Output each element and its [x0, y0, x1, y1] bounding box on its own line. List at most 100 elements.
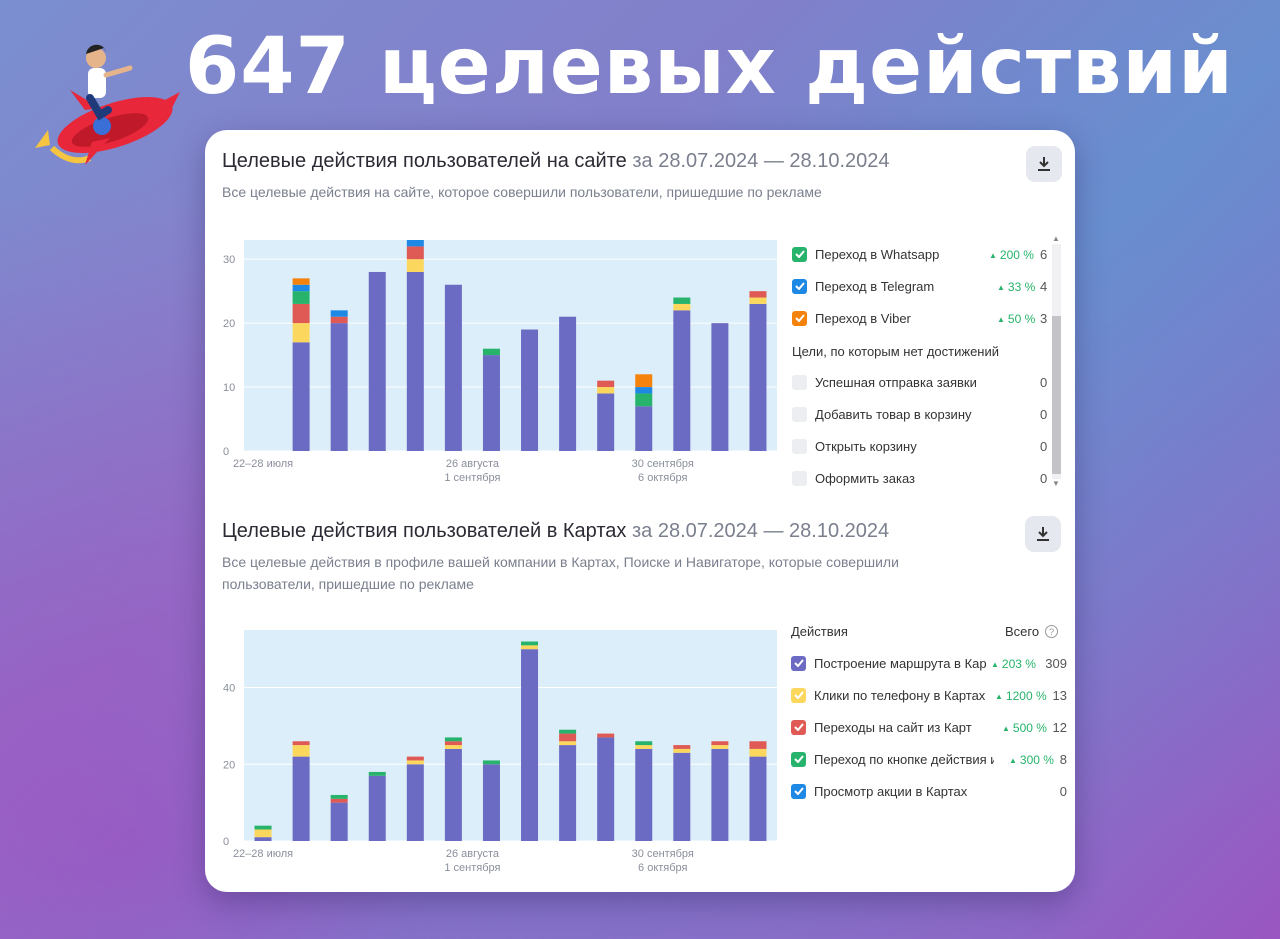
maps-bar-segment[interactable] [444, 741, 462, 746]
site-bar-segment[interactable] [330, 323, 348, 451]
checkbox-unchecked-icon[interactable] [792, 374, 807, 390]
checkbox-unchecked-icon[interactable] [792, 470, 807, 486]
site-bar-segment[interactable] [635, 387, 653, 394]
site-bar-segment[interactable] [330, 310, 348, 317]
site-bar-segment[interactable] [482, 348, 500, 356]
checkbox-unchecked-icon[interactable] [792, 406, 807, 422]
legend-item-route[interactable]: Построение маршрута в Карт [791, 653, 986, 673]
maps-bar-segment[interactable] [254, 825, 272, 830]
site-bar-segment[interactable] [673, 297, 691, 304]
site-bar-segment[interactable] [711, 323, 729, 451]
maps-bar-segment[interactable] [292, 745, 310, 757]
maps-bar-segment[interactable] [635, 748, 653, 841]
legend-item-action[interactable]: Переход по кнопке действия из [791, 749, 994, 769]
maps-bar-segment[interactable] [292, 741, 310, 746]
site-bar-segment[interactable] [482, 355, 500, 451]
site-download-button[interactable] [1026, 146, 1062, 182]
scroll-up-icon[interactable]: ▲ [1052, 234, 1060, 243]
checkbox-checked-icon[interactable] [791, 655, 806, 671]
legend-item-no-goal[interactable]: Оформить заказ [792, 468, 915, 488]
maps-bar-segment[interactable] [444, 748, 462, 841]
checkbox-unchecked-icon[interactable] [792, 438, 807, 454]
maps-bar-segment[interactable] [749, 748, 767, 757]
maps-bar-segment[interactable] [559, 733, 577, 742]
maps-bar-segment[interactable] [444, 745, 462, 749]
maps-bar-segment[interactable] [254, 837, 272, 841]
site-bar-segment[interactable] [292, 291, 310, 304]
site-bar-segment[interactable] [330, 316, 348, 324]
maps-bar-segment[interactable] [559, 729, 577, 734]
maps-bar-segment[interactable] [521, 641, 539, 646]
site-bar-segment[interactable] [406, 246, 424, 260]
maps-bar-segment[interactable] [673, 752, 691, 841]
maps-bar-segment[interactable] [673, 745, 691, 749]
site-bar-segment[interactable] [635, 393, 653, 407]
site-bar-segment[interactable] [521, 329, 539, 451]
legend-item-telegram[interactable]: Переход в Telegram [792, 276, 934, 296]
maps-bar-segment[interactable] [406, 760, 424, 765]
site-bar-segment[interactable] [368, 271, 386, 451]
checkbox-checked-icon[interactable] [791, 783, 806, 799]
maps-bar-segment[interactable] [330, 802, 348, 841]
maps-bar-segment[interactable] [368, 775, 386, 841]
site-bar-segment[interactable] [292, 278, 310, 285]
legend-item-viber[interactable]: Переход в Viber [792, 308, 911, 328]
maps-bar-segment[interactable] [254, 829, 272, 838]
maps-bar-segment[interactable] [673, 748, 691, 753]
legend-item-no-goal[interactable]: Открыть корзину [792, 436, 917, 456]
legend-item-no-goal[interactable]: Добавить товар в корзину [792, 404, 972, 424]
maps-bar-segment[interactable] [711, 741, 729, 746]
maps-bar-segment[interactable] [406, 756, 424, 761]
legend-item-phone[interactable]: Клики по телефону в Картах [791, 685, 986, 705]
site-bar-segment[interactable] [292, 303, 310, 324]
maps-bar-segment[interactable] [330, 794, 348, 799]
site-bar-segment[interactable] [406, 240, 424, 247]
site-bar-segment[interactable] [292, 342, 310, 451]
maps-bar-segment[interactable] [749, 741, 767, 749]
legend-item-whatsapp[interactable]: Переход в Whatsapp [792, 244, 939, 264]
maps-bar-segment[interactable] [330, 798, 348, 803]
checkbox-checked-icon[interactable] [792, 246, 807, 262]
legend-item-site[interactable]: Переходы на сайт из Карт [791, 717, 986, 737]
site-bar-segment[interactable] [406, 259, 424, 272]
site-bar-segment[interactable] [292, 323, 310, 343]
maps-bar-segment[interactable] [368, 771, 386, 776]
site-bar-segment[interactable] [597, 393, 615, 451]
maps-bar-segment[interactable] [521, 645, 539, 650]
maps-bar-segment[interactable] [597, 733, 615, 738]
maps-bar-segment[interactable] [635, 745, 653, 749]
maps-bar-segment[interactable] [711, 748, 729, 841]
maps-bar-segment[interactable] [406, 764, 424, 841]
site-bar-segment[interactable] [749, 291, 767, 298]
maps-bar-segment[interactable] [635, 741, 653, 746]
help-icon[interactable]: ? [1045, 625, 1059, 638]
maps-bar-segment[interactable] [711, 745, 729, 749]
maps-bar-segment[interactable] [749, 756, 767, 841]
checkbox-checked-icon[interactable] [791, 719, 806, 735]
maps-bar-segment[interactable] [482, 760, 500, 765]
site-bar-segment[interactable] [559, 316, 577, 451]
checkbox-checked-icon[interactable] [792, 310, 807, 326]
legend-item-promo[interactable]: Просмотр акции в Картах [791, 781, 986, 801]
site-bar-segment[interactable] [406, 271, 424, 451]
site-bar-segment[interactable] [597, 387, 615, 394]
legend-scrollbar[interactable]: ▲ ▼ [1050, 234, 1062, 489]
site-bar-segment[interactable] [749, 303, 767, 451]
maps-download-button[interactable] [1025, 516, 1061, 552]
site-bar-segment[interactable] [292, 284, 310, 292]
maps-bar-segment[interactable] [521, 649, 539, 841]
maps-bar-segment[interactable] [292, 756, 310, 841]
site-bar-segment[interactable] [597, 380, 615, 388]
site-bar-segment[interactable] [635, 374, 653, 388]
maps-bar-segment[interactable] [559, 745, 577, 841]
maps-bar-segment[interactable] [482, 764, 500, 841]
checkbox-checked-icon[interactable] [792, 278, 807, 294]
maps-bar-segment[interactable] [559, 741, 577, 746]
checkbox-checked-icon[interactable] [791, 687, 806, 703]
checkbox-checked-icon[interactable] [791, 751, 806, 767]
scroll-down-icon[interactable]: ▼ [1052, 479, 1060, 488]
site-bar-segment[interactable] [444, 284, 462, 451]
site-bar-segment[interactable] [635, 406, 653, 451]
maps-bar-segment[interactable] [444, 737, 462, 742]
legend-item-no-goal[interactable]: Успешная отправка заявки [792, 372, 977, 392]
